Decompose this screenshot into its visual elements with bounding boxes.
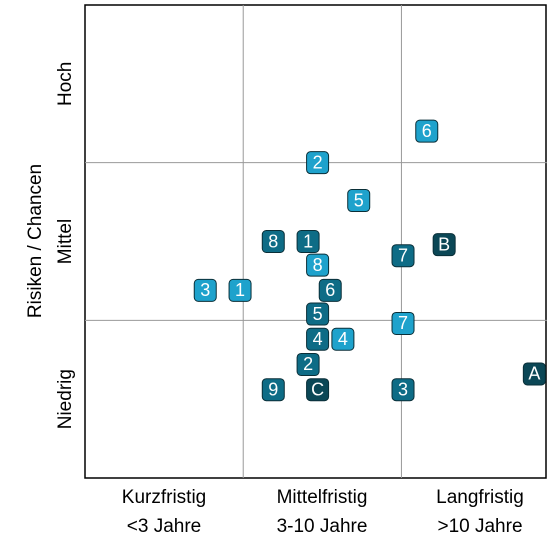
marker (432, 233, 456, 257)
marker (347, 189, 371, 213)
marker (391, 244, 415, 268)
marker (261, 378, 285, 402)
marker (228, 278, 252, 302)
y-category-label: Niedrig (55, 369, 76, 429)
marker-label: 4 (338, 329, 348, 349)
marker (415, 119, 439, 143)
marker-label: 8 (313, 255, 323, 275)
x-category-label: >10 Jahre (437, 516, 522, 537)
marker-label: A (528, 364, 540, 384)
x-category-label: Langfristig (436, 487, 524, 508)
marker (391, 378, 415, 402)
marker-label: 6 (325, 280, 335, 300)
marker-label: 5 (354, 190, 364, 210)
x-category-label: 3-10 Jahre (277, 516, 368, 537)
marker-label: 7 (398, 245, 408, 265)
marker (522, 362, 546, 386)
x-category-label: Mittelfristig (277, 487, 368, 508)
marker-label: 4 (313, 329, 323, 349)
marker (193, 278, 217, 302)
plot-frame (84, 4, 547, 479)
marker-label: 3 (398, 379, 408, 399)
marker (296, 230, 320, 253)
marker (306, 327, 330, 351)
marker-label: 6 (422, 121, 432, 141)
marker (306, 151, 330, 175)
marker-label: 1 (303, 231, 313, 251)
marker (391, 311, 415, 335)
marker-label: 9 (268, 379, 278, 399)
marker (306, 378, 330, 402)
y-axis-label: Risiken / Chancen (25, 164, 46, 318)
marker (261, 230, 285, 253)
marker-label: C (311, 379, 324, 399)
marker (318, 278, 342, 302)
marker (296, 352, 320, 376)
marker-label: 7 (398, 313, 408, 333)
marker-label: 3 (200, 280, 210, 300)
marker-label: 2 (313, 152, 323, 172)
marker (331, 327, 355, 351)
marker-label: 1 (235, 280, 245, 300)
marker-label: 8 (268, 231, 278, 251)
marker-label: 5 (313, 304, 323, 324)
x-category-label: Kurzfristig (122, 487, 206, 508)
y-category-label: Mittel (55, 219, 76, 264)
x-category-label: <3 Jahre (127, 516, 201, 537)
y-category-label: Hoch (55, 62, 76, 106)
marker-label: B (438, 234, 450, 254)
marker (306, 253, 330, 277)
marker (306, 302, 330, 326)
marker-label: 2 (303, 354, 313, 374)
